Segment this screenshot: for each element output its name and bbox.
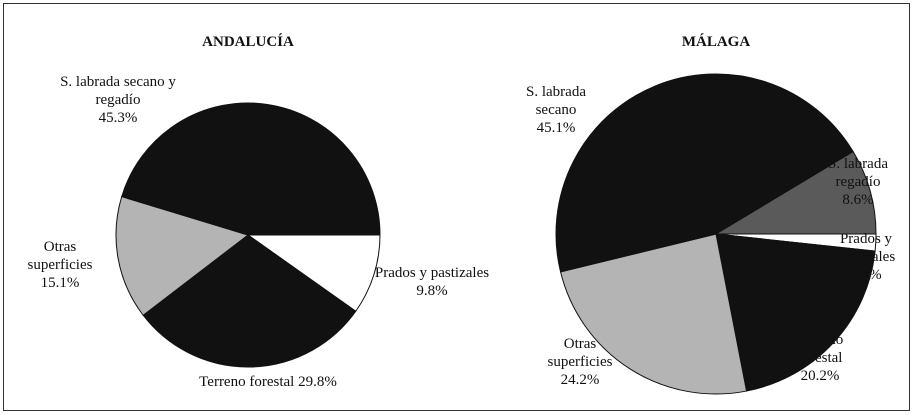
slice-label: S. labrada secano y regadío 45.3% bbox=[59, 73, 177, 127]
slice-label: Otras superficies 15.1% bbox=[20, 238, 100, 292]
pie-slice bbox=[714, 150, 877, 235]
slice-label: Terreno forestal 29.8% bbox=[168, 373, 368, 391]
pie-slice bbox=[142, 234, 357, 368]
slice-label: Otras superficies 24.2% bbox=[535, 335, 625, 389]
frame bbox=[3, 3, 910, 411]
slice-category: S. labrada regadío bbox=[828, 156, 888, 190]
slice-value: 8.6% bbox=[842, 192, 874, 208]
slice-category: S. labrada secano y regadío bbox=[60, 74, 176, 108]
chart-title-text: MÁLAGA bbox=[681, 34, 751, 50]
pie-slice bbox=[246, 234, 381, 312]
slice-category: S. labrada secano bbox=[526, 84, 586, 118]
slice-label: Prados y pastizales 9.8% bbox=[372, 264, 492, 300]
slice-value: 1.7% bbox=[850, 267, 882, 283]
slice-label: Prados y pastizales 1.7% bbox=[826, 230, 906, 284]
slice-value: 9.8% bbox=[416, 283, 448, 299]
slice-category: Prados y pastizales bbox=[374, 265, 490, 281]
pie-slice bbox=[559, 233, 748, 395]
slice-label: S. labrada regadío 8.6% bbox=[818, 155, 898, 209]
slice-value: 15.1% bbox=[40, 275, 80, 291]
slice-value: 45.1% bbox=[536, 120, 576, 136]
slice-value: 20.2% bbox=[800, 368, 840, 384]
slice-category: Otras superficies bbox=[27, 239, 93, 273]
pie-slice bbox=[115, 195, 250, 316]
slice-category: Otras superficies bbox=[547, 336, 613, 370]
slice-value: 24.2% bbox=[560, 372, 600, 388]
pie-slice bbox=[121, 102, 381, 236]
chart-title-text: ANDALUCÍA bbox=[202, 34, 294, 50]
slice-value: 45.3% bbox=[98, 110, 138, 126]
chart-title: ANDALUCÍA bbox=[202, 33, 294, 51]
slice-category: Prados y pastizales bbox=[836, 231, 896, 265]
slice-label: S. labrada secano 45.1% bbox=[516, 83, 596, 137]
slice-value: 29.8% bbox=[298, 374, 337, 390]
slice-category: Terreno forestal bbox=[796, 332, 844, 366]
chart-title: MÁLAGA bbox=[682, 33, 750, 51]
pie-slice bbox=[555, 73, 854, 273]
slice-label: Terreno forestal 20.2% bbox=[785, 331, 855, 385]
slice-category: Terreno forestal bbox=[199, 374, 295, 390]
pie-slice bbox=[715, 233, 876, 392]
